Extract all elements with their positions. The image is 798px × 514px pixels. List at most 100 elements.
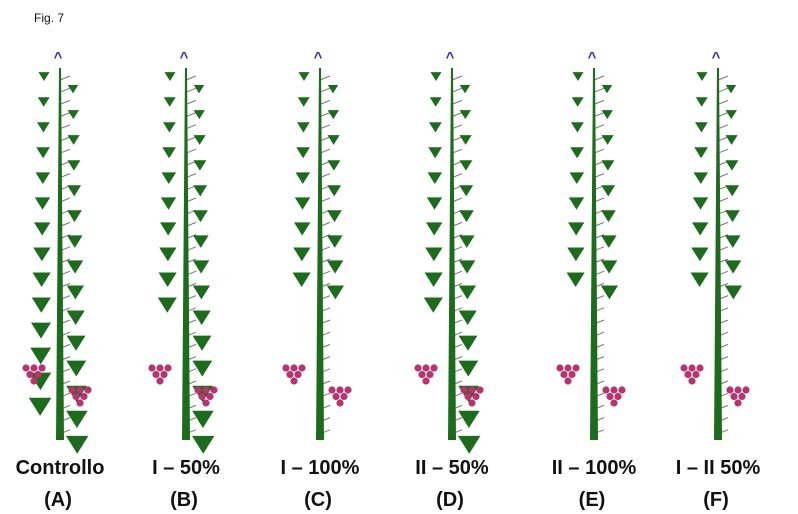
leaf [296, 172, 311, 184]
leaf [30, 348, 51, 365]
node-tick [718, 76, 728, 80]
grape [156, 377, 163, 384]
treatment-label: II – 100% [552, 457, 637, 479]
grape [290, 364, 297, 371]
leaf [725, 210, 740, 222]
leaf [570, 172, 585, 184]
grape [692, 371, 699, 378]
plant: ^II – 50%(D) [414, 49, 489, 511]
leaf [459, 285, 476, 299]
grape [202, 386, 209, 393]
leaf [602, 135, 614, 145]
leaf [431, 72, 442, 81]
leaf [158, 298, 177, 313]
apex-mark: ^ [180, 49, 189, 66]
leaf [425, 272, 443, 287]
grape [202, 399, 209, 406]
leaf [293, 247, 310, 261]
grape [556, 364, 563, 371]
grape [684, 371, 691, 378]
leaf [725, 160, 738, 170]
leaf [66, 436, 88, 454]
grape [572, 364, 579, 371]
leaf [192, 436, 214, 454]
leaf [327, 235, 343, 247]
grape [336, 386, 343, 393]
stem [56, 68, 64, 440]
leaf [427, 197, 443, 209]
leaf [424, 298, 443, 313]
grape [148, 364, 155, 371]
grape [294, 371, 301, 378]
treatment-letter: (F) [703, 489, 729, 511]
grape [426, 371, 433, 378]
treatment-letter: (D) [436, 489, 464, 511]
grape [72, 393, 79, 400]
treatment-letter: (A) [44, 489, 72, 511]
apex-mark: ^ [314, 49, 323, 66]
grape [468, 386, 475, 393]
leaf [327, 185, 341, 196]
leaf [33, 247, 50, 261]
grape [26, 371, 33, 378]
grape [84, 386, 91, 393]
leaf [429, 122, 442, 132]
leaf [39, 72, 50, 81]
leaf [162, 172, 177, 184]
stem [448, 68, 456, 440]
grape [336, 399, 343, 406]
leaf [67, 210, 82, 222]
grape [286, 371, 293, 378]
grape [206, 393, 213, 400]
apex-mark: ^ [588, 49, 597, 66]
node-tick [452, 100, 462, 104]
grape [430, 364, 437, 371]
leaf [567, 272, 585, 287]
grape [418, 371, 425, 378]
grape [22, 364, 29, 371]
grape [564, 377, 571, 384]
leaf [691, 247, 708, 261]
leaf [194, 135, 206, 145]
node-tick [452, 125, 462, 129]
leaf [33, 272, 51, 287]
leaf [31, 323, 51, 339]
leaf [691, 272, 709, 287]
treatment-label: I – 100% [281, 457, 360, 479]
leaf [696, 97, 708, 107]
node-tick [60, 88, 70, 92]
node-tick [718, 88, 728, 92]
leaf [601, 235, 617, 247]
leaf [568, 222, 584, 235]
leaf [299, 72, 310, 81]
node-tick [186, 100, 196, 104]
grape [464, 393, 471, 400]
node-tick [320, 100, 330, 104]
grape [68, 386, 75, 393]
grape [414, 364, 421, 371]
leaf [570, 147, 584, 158]
figure-label: Fig. 7 [34, 11, 64, 25]
leaf [298, 97, 310, 107]
plant: ^II – 100%(E) [552, 49, 637, 511]
leaf [194, 110, 205, 119]
grape [344, 386, 351, 393]
leaf [459, 235, 475, 247]
leaf [726, 135, 738, 145]
leaf [159, 272, 177, 287]
grape [194, 386, 201, 393]
grape [76, 399, 83, 406]
plant: ^Controllo(A) [16, 49, 105, 511]
grape [618, 386, 625, 393]
grape [688, 377, 695, 384]
stem [316, 68, 324, 440]
grape [80, 393, 87, 400]
grape [610, 399, 617, 406]
stem [182, 68, 190, 440]
leaf [459, 311, 477, 326]
leaf [193, 311, 211, 326]
leaf [67, 311, 85, 326]
node-tick [594, 113, 604, 117]
leaf [725, 185, 739, 196]
treatment-letter: (B) [170, 489, 198, 511]
